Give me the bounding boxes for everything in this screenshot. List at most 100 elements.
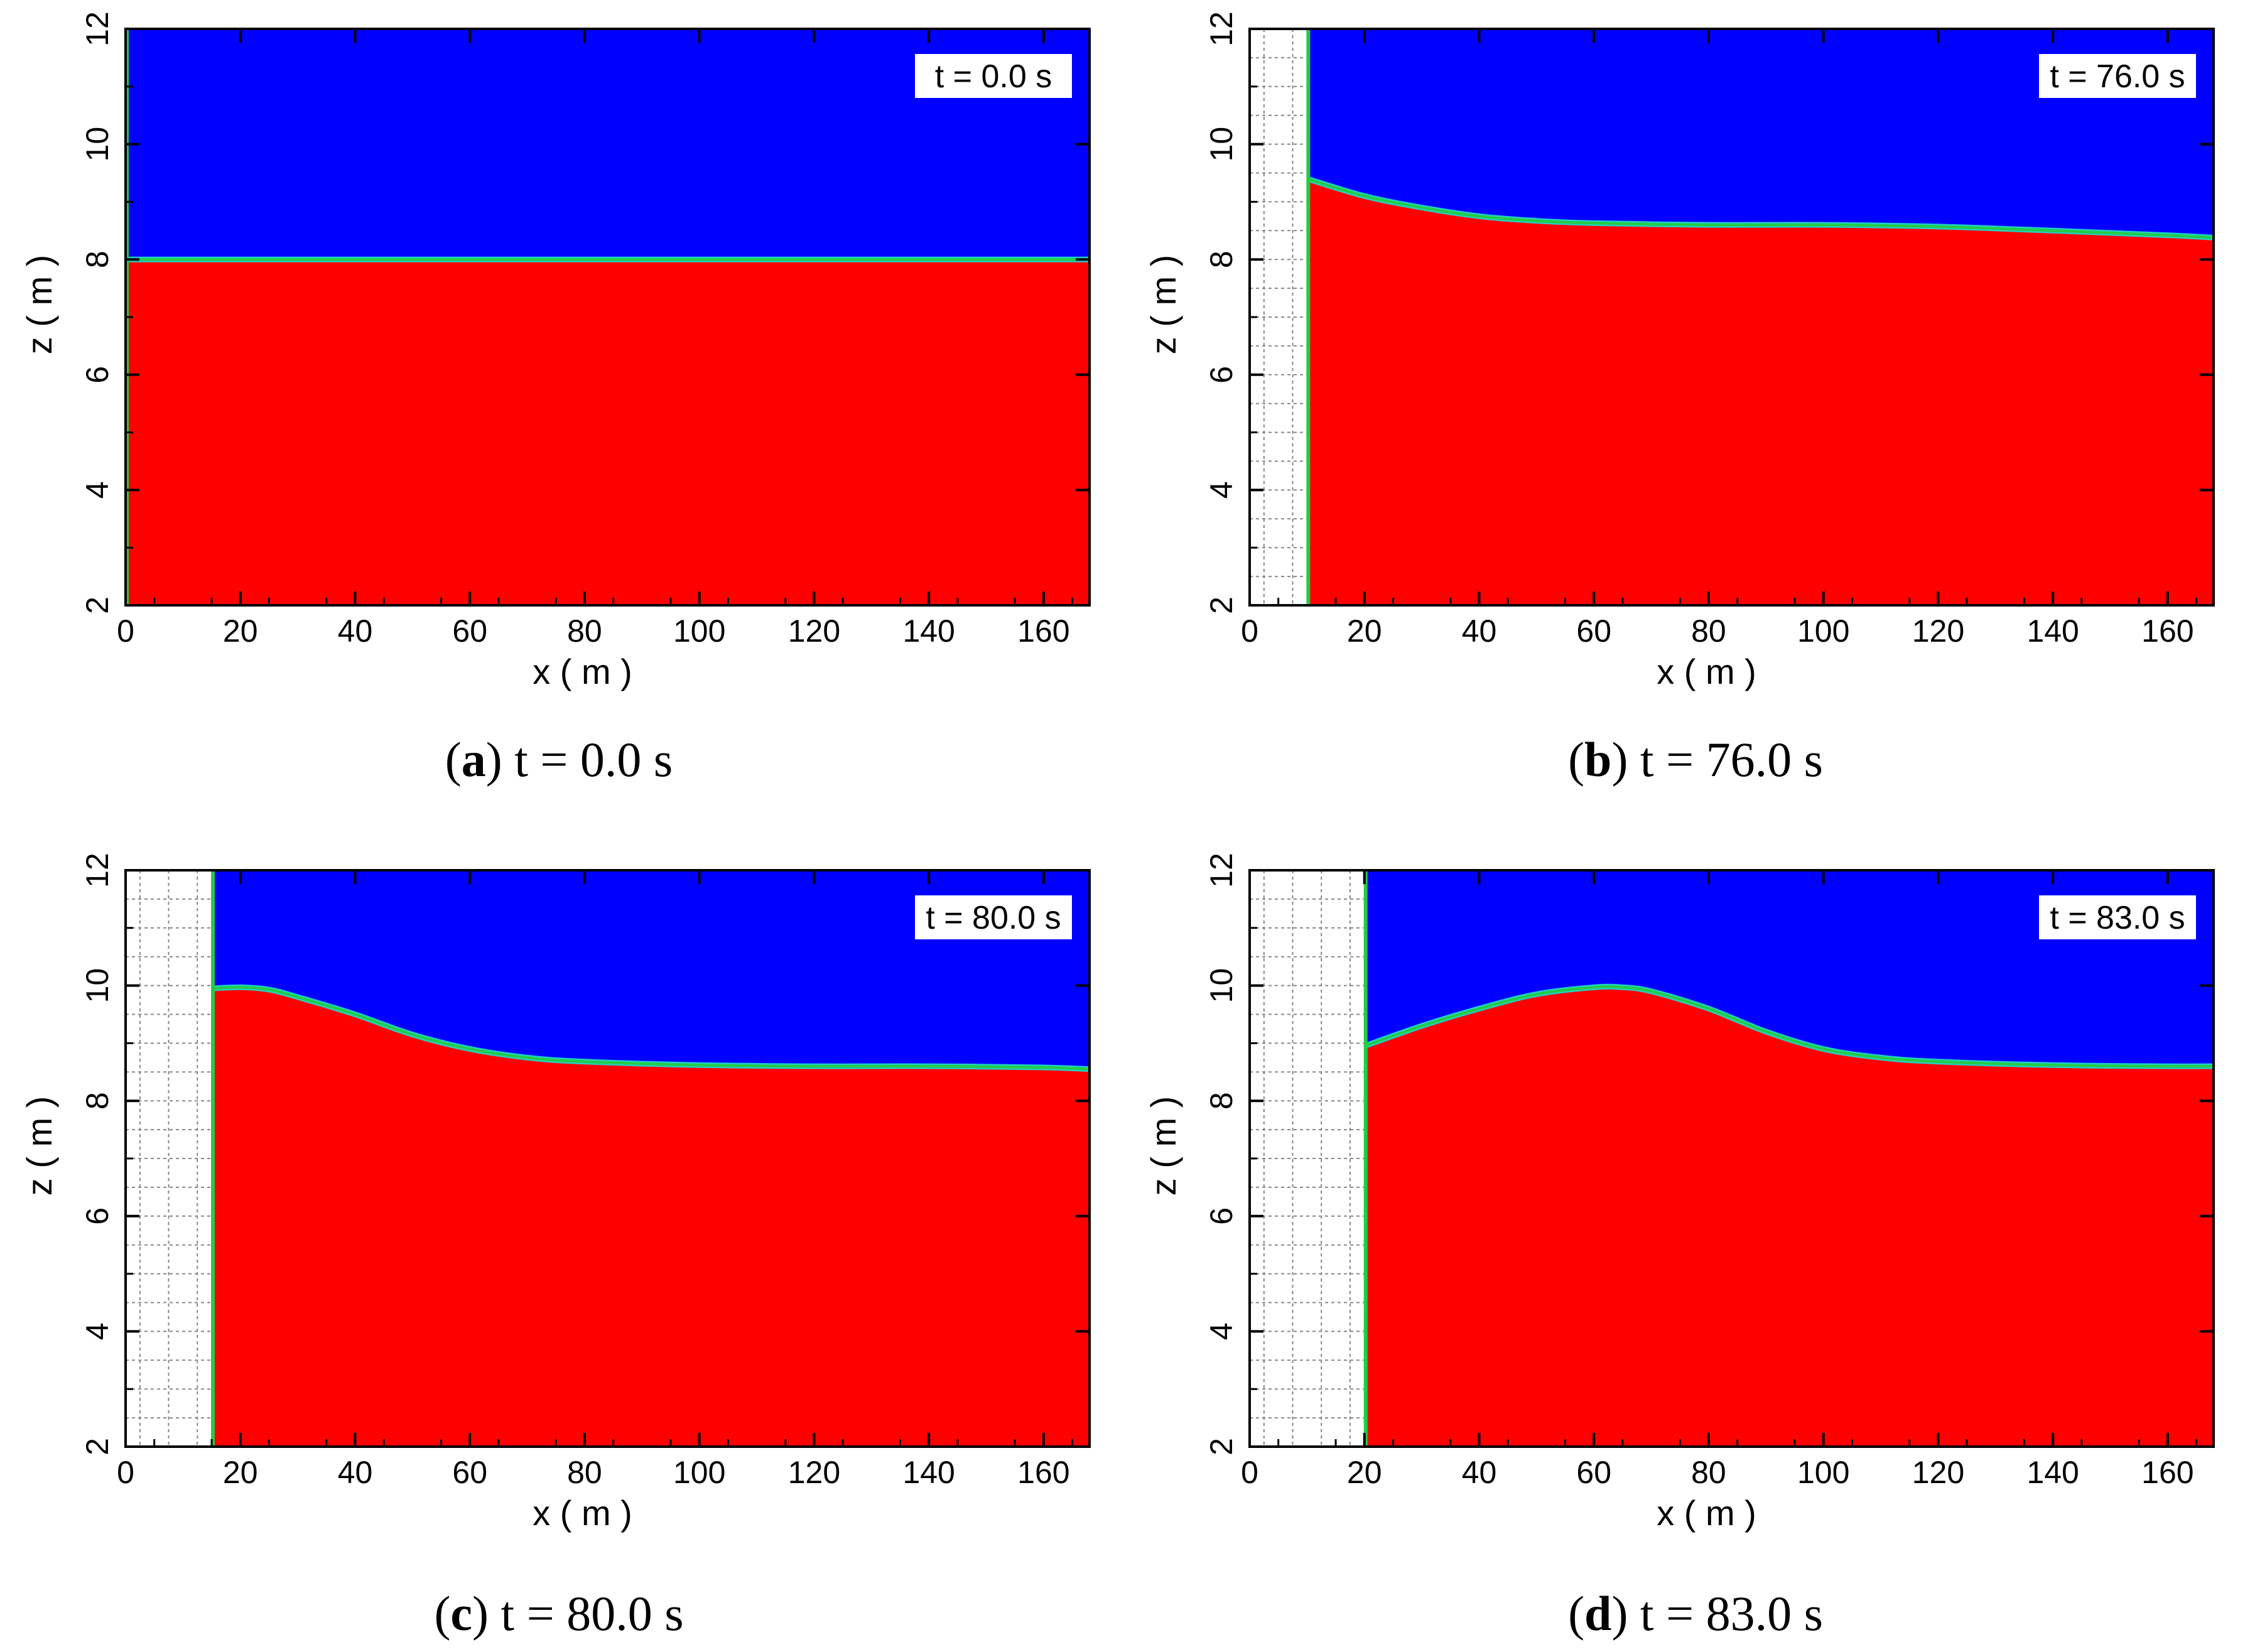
x-tick-label: 20 [223, 613, 258, 649]
x-tick-label: 100 [673, 613, 725, 649]
y-tick-label: 8 [1204, 251, 1239, 268]
x-tick-label: 160 [2141, 613, 2193, 649]
caption-b: (b) t = 76.0 s [1568, 732, 1823, 787]
free-surface-core [1306, 177, 2214, 239]
time-label-c: t = 80.0 s [926, 900, 1061, 936]
y-tick-label: 10 [80, 127, 115, 162]
x-tick-label: 60 [452, 613, 487, 649]
x-tick-label: 60 [1576, 1455, 1611, 1490]
caption-c: (c) t = 80.0 s [434, 1586, 684, 1641]
x-tick-label: 100 [673, 1455, 725, 1490]
y-tick-label: 2 [80, 597, 115, 614]
time-label-box [915, 54, 1072, 98]
y-tick-label: 6 [80, 366, 115, 384]
y-tick-label: 12 [1204, 853, 1239, 888]
time-label-box [915, 895, 1072, 939]
y-tick-label: 6 [1204, 366, 1239, 384]
x-tick-label: 40 [1462, 1455, 1497, 1490]
caption-d-letter: d [1584, 1586, 1612, 1641]
caption-a: (a) t = 0.0 s [445, 732, 673, 787]
x-tick-label: 80 [567, 1455, 602, 1490]
x-tick-label: 60 [1576, 613, 1611, 649]
x-tick-label: 0 [1241, 613, 1258, 649]
caption-d-text: t = 83.0 s [1640, 1586, 1823, 1641]
water-region [1307, 178, 2214, 605]
y-tick-label: 8 [80, 251, 115, 268]
caption-c-letter: c [450, 1586, 473, 1641]
y-tick-label: 10 [80, 968, 115, 1003]
time-label-d: t = 83.0 s [2050, 900, 2185, 936]
x-tick-label: 40 [338, 613, 373, 649]
y-axis-label: z ( m ) [19, 1096, 59, 1196]
x-tick-label: 0 [1241, 1455, 1258, 1490]
x-tick-label: 20 [1347, 1455, 1382, 1490]
free-surface-core [1364, 985, 2214, 1068]
caption-d: (d) t = 83.0 s [1568, 1586, 1823, 1641]
y-tick-label: 8 [80, 1092, 115, 1109]
x-tick-label: 0 [117, 1455, 134, 1490]
y-tick-label: 2 [1204, 597, 1239, 614]
caption-a-letter: a [461, 732, 486, 787]
x-tick-label: 120 [1912, 613, 1964, 649]
x-tick-label: 20 [1347, 613, 1382, 649]
chart-panel-d: 0 20 40 60 80 100 120 140 160 2 4 6 8 10 12 x ( m ) z ( … [1144, 853, 2215, 1533]
time-label-a: t = 0.0 s [935, 58, 1052, 95]
x-axis-label: x ( m ) [533, 652, 632, 691]
caption-b-text: t = 76.0 s [1640, 732, 1823, 787]
y-tick-label: 4 [1204, 1322, 1239, 1340]
x-tick-label: 0 [117, 613, 134, 649]
x-tick-label: 100 [1797, 613, 1849, 649]
chart-panel-b: 0 20 40 60 80 100 120 140 160 2 4 6 8 10 12 x ( m ) z ( … [1144, 11, 2215, 691]
free-surface-core [211, 986, 1090, 1071]
x-tick-label: 120 [788, 1455, 840, 1490]
caption-a-text: t = 0.0 s [514, 732, 673, 787]
y-tick-label: 12 [80, 11, 115, 46]
mesh-grid [126, 870, 212, 1447]
y-tick-label: 2 [80, 1438, 115, 1455]
time-label-b: t = 76.0 s [2050, 58, 2185, 95]
y-tick-label: 10 [1204, 968, 1239, 1003]
water-region [126, 259, 1090, 605]
y-tick-label: 12 [1204, 11, 1239, 46]
chart-panel-c: 0 20 40 60 80 100 120 140 160 2 4 6 8 10 12 x ( m ) z ( … [19, 853, 1091, 1533]
x-tick-label: 120 [788, 613, 840, 649]
x-tick-label: 40 [1462, 613, 1497, 649]
x-tick-label: 80 [1691, 1455, 1726, 1490]
x-tick-label: 60 [452, 1455, 487, 1490]
mesh-grid [1250, 28, 1307, 606]
y-tick-label: 6 [80, 1207, 115, 1225]
y-tick-label: 6 [1204, 1207, 1239, 1225]
x-axis-label: x ( m ) [1657, 1493, 1756, 1533]
x-axis-label: x ( m ) [533, 1493, 632, 1533]
y-tick-label: 4 [80, 1322, 115, 1340]
x-tick-label: 80 [567, 613, 602, 649]
y-tick-label: 10 [1204, 127, 1239, 162]
y-tick-label: 8 [1204, 1092, 1239, 1109]
x-tick-label: 160 [2141, 1455, 2193, 1490]
x-tick-label: 140 [2026, 1455, 2079, 1490]
x-tick-label: 140 [902, 613, 955, 649]
y-axis-label: z ( m ) [1144, 255, 1183, 355]
x-tick-label: 20 [223, 1455, 258, 1490]
y-tick-label: 2 [1204, 1438, 1239, 1455]
y-tick-label: 4 [80, 481, 115, 499]
x-tick-label: 140 [2026, 613, 2079, 649]
x-tick-label: 160 [1017, 1455, 1069, 1490]
chart-panel-a: 0 20 40 60 80 100 120 140 160 2 4 6 8 10 12 x ( m ) z ( … [19, 11, 1091, 691]
time-label-box [2039, 895, 2196, 939]
y-axis-label: z ( m ) [1144, 1096, 1183, 1196]
x-tick-label: 120 [1912, 1455, 1964, 1490]
y-tick-label: 12 [80, 853, 115, 888]
x-tick-label: 40 [338, 1455, 373, 1490]
x-tick-label: 140 [902, 1455, 955, 1490]
caption-b-letter: b [1584, 732, 1612, 787]
x-tick-label: 80 [1691, 613, 1726, 649]
mesh-grid [1250, 870, 1365, 1447]
time-label-box [2039, 54, 2196, 98]
y-tick-label: 4 [1204, 481, 1239, 499]
y-axis-label: z ( m ) [19, 255, 59, 355]
x-axis-label: x ( m ) [1657, 652, 1756, 691]
x-tick-label: 160 [1017, 613, 1069, 649]
water-region [1364, 986, 2214, 1447]
water-region [212, 987, 1090, 1447]
